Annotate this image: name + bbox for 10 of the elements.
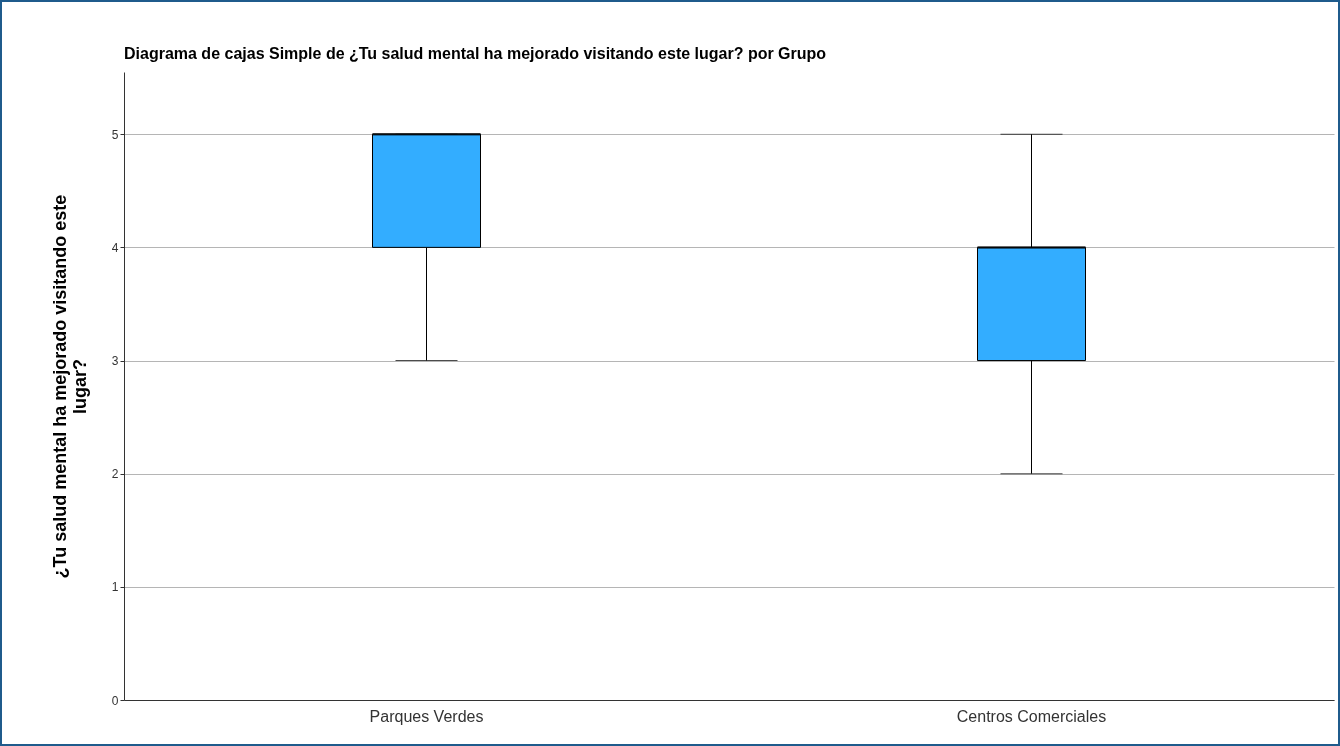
x-tick-label: Centros Comerciales: [956, 707, 1107, 725]
chart-title: Diagrama de cajas Simple de ¿Tu salud mental ha mejorado visitando este lugar? por Grupo: [124, 45, 827, 62]
y-tick-label: 0: [111, 693, 119, 708]
y-tick-label: 3: [111, 354, 119, 369]
y-tick-label: 5: [111, 127, 119, 142]
y-axis-title: ¿Tu salud mental ha mejorado visitando este lugar?: [49, 194, 90, 579]
y-tick-label: 1: [111, 580, 119, 595]
y-tick-label: 4: [111, 240, 119, 255]
y-tick-label: 2: [111, 467, 119, 482]
x-tick-label: Parques Verdes: [369, 707, 484, 725]
